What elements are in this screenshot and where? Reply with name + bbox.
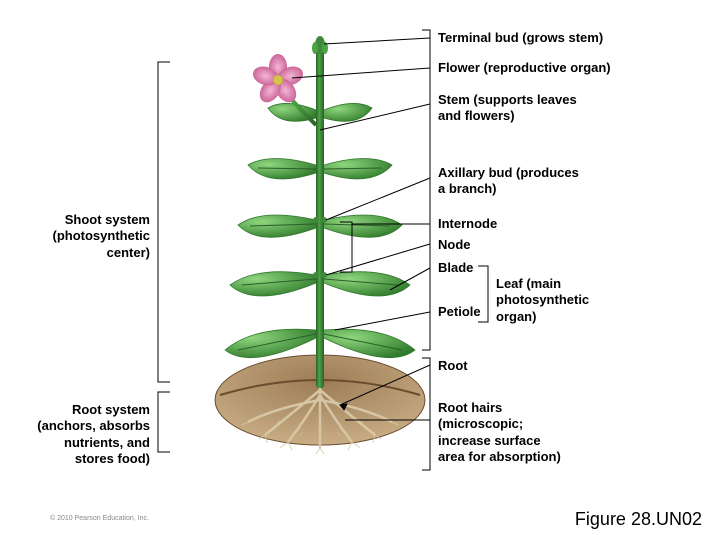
label-petiole: Petiole xyxy=(438,304,481,320)
label-stem: Stem (supports leaves and flowers) xyxy=(438,92,577,125)
label-root: Root xyxy=(438,358,468,374)
figure-number: Figure 28.UN02 xyxy=(575,509,702,530)
copyright-text: © 2010 Pearson Education, Inc. xyxy=(50,515,149,522)
label-terminal-bud: Terminal bud (grows stem) xyxy=(438,30,603,46)
label-flower: Flower (reproductive organ) xyxy=(438,60,611,76)
label-blade: Blade xyxy=(438,260,473,276)
label-node: Node xyxy=(438,237,471,253)
label-root-hairs: Root hairs (microscopic; increase surfac… xyxy=(438,400,561,465)
label-axillary-bud: Axillary bud (produces a branch) xyxy=(438,165,579,198)
label-shoot-system: Shoot system (photosynthetic center) xyxy=(40,212,150,261)
label-internode: Internode xyxy=(438,216,497,232)
label-root-system: Root system (anchors, absorbs nutrients,… xyxy=(16,402,150,467)
plant-diagram: { "figure_number": "Figure 28.UN02", "co… xyxy=(0,0,720,540)
plant-illustration xyxy=(200,30,440,470)
label-leaf: Leaf (main photosynthetic organ) xyxy=(496,276,589,325)
